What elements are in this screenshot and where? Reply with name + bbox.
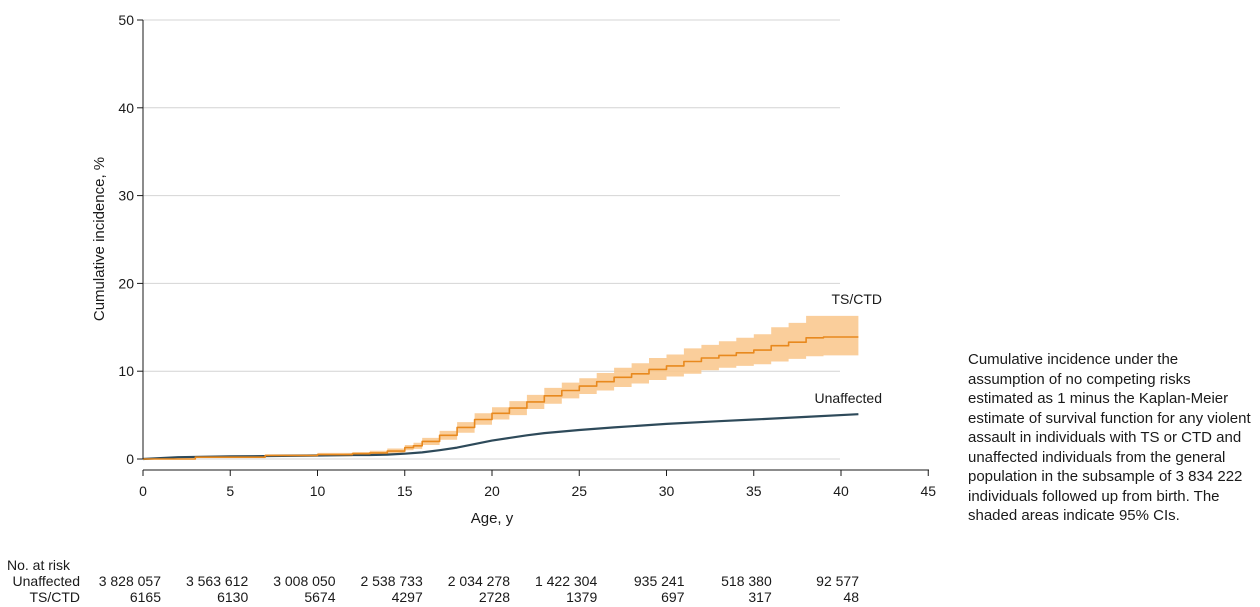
- risk-value: 3 008 050: [273, 573, 335, 589]
- series-line-ts-ctd: [143, 336, 859, 460]
- tick-label-x: 20: [484, 483, 500, 499]
- tick-label-y: 20: [118, 275, 134, 291]
- risk-value: 6130: [217, 589, 248, 605]
- tick-label-y: 50: [118, 12, 134, 28]
- risk-value: 1 422 304: [535, 573, 597, 589]
- confidence-bands: [143, 315, 859, 459]
- y-axis-label: Cumulative incidence, %: [91, 157, 108, 321]
- risk-table: Unaffected 3 828 057 3 563 612 3 008 050 2 5…: [13, 573, 860, 605]
- gridlines: [143, 19, 840, 460]
- risk-table-title: No. at risk: [7, 557, 71, 573]
- tick-label-x: 5: [226, 483, 234, 499]
- tick-label-y: 0: [126, 451, 134, 467]
- tick-label-y: 10: [118, 363, 134, 379]
- figure-caption: Cumulative incidence under the assumptio…: [968, 351, 1251, 524]
- tick-label-x: 25: [571, 483, 587, 499]
- series-annotation-unaffected: Unaffected: [815, 390, 882, 406]
- ci-band-ts-ctd: [143, 315, 859, 459]
- tick-label-x: 10: [310, 483, 326, 499]
- risk-value: 5674: [304, 589, 335, 605]
- tick-label-x: 0: [139, 483, 147, 499]
- risk-row-label: TS/CTD: [29, 589, 80, 605]
- tick-label-x: 30: [659, 483, 675, 499]
- risk-value: 3 563 612: [186, 573, 248, 589]
- tick-label-x: 15: [397, 483, 413, 499]
- risk-value: 92 577: [816, 573, 859, 589]
- tick-label-x: 45: [920, 483, 936, 499]
- tick-label-x: 40: [833, 483, 849, 499]
- risk-value: 2 538 733: [360, 573, 422, 589]
- tick-label-y: 30: [118, 188, 134, 204]
- risk-value: 48: [843, 589, 859, 605]
- tick-label-y: 40: [118, 100, 134, 116]
- series-lines: [142, 336, 859, 461]
- risk-value: 935 241: [634, 573, 685, 589]
- series-line-unaffected: [142, 413, 859, 461]
- risk-value: 518 380: [721, 573, 772, 589]
- risk-value: 3 828 057: [99, 573, 161, 589]
- series-annotation-tsctd: TS/CTD: [831, 291, 882, 307]
- axis-ticks: 0 10 20 30 40 50 0 5 10 15 20 25 30 35 40 45: [118, 12, 936, 499]
- risk-value: 2 034 278: [448, 573, 510, 589]
- x-axis-label: Age, y: [471, 510, 514, 527]
- tick-label-x: 35: [746, 483, 762, 499]
- risk-value: 317: [748, 589, 772, 605]
- risk-value: 4297: [392, 589, 423, 605]
- risk-value: 2728: [479, 589, 510, 605]
- axes: [142, 20, 929, 471]
- risk-value: 6165: [130, 589, 161, 605]
- risk-row-label: Unaffected: [13, 573, 80, 589]
- risk-value: 697: [661, 589, 685, 605]
- risk-value: 1379: [566, 589, 597, 605]
